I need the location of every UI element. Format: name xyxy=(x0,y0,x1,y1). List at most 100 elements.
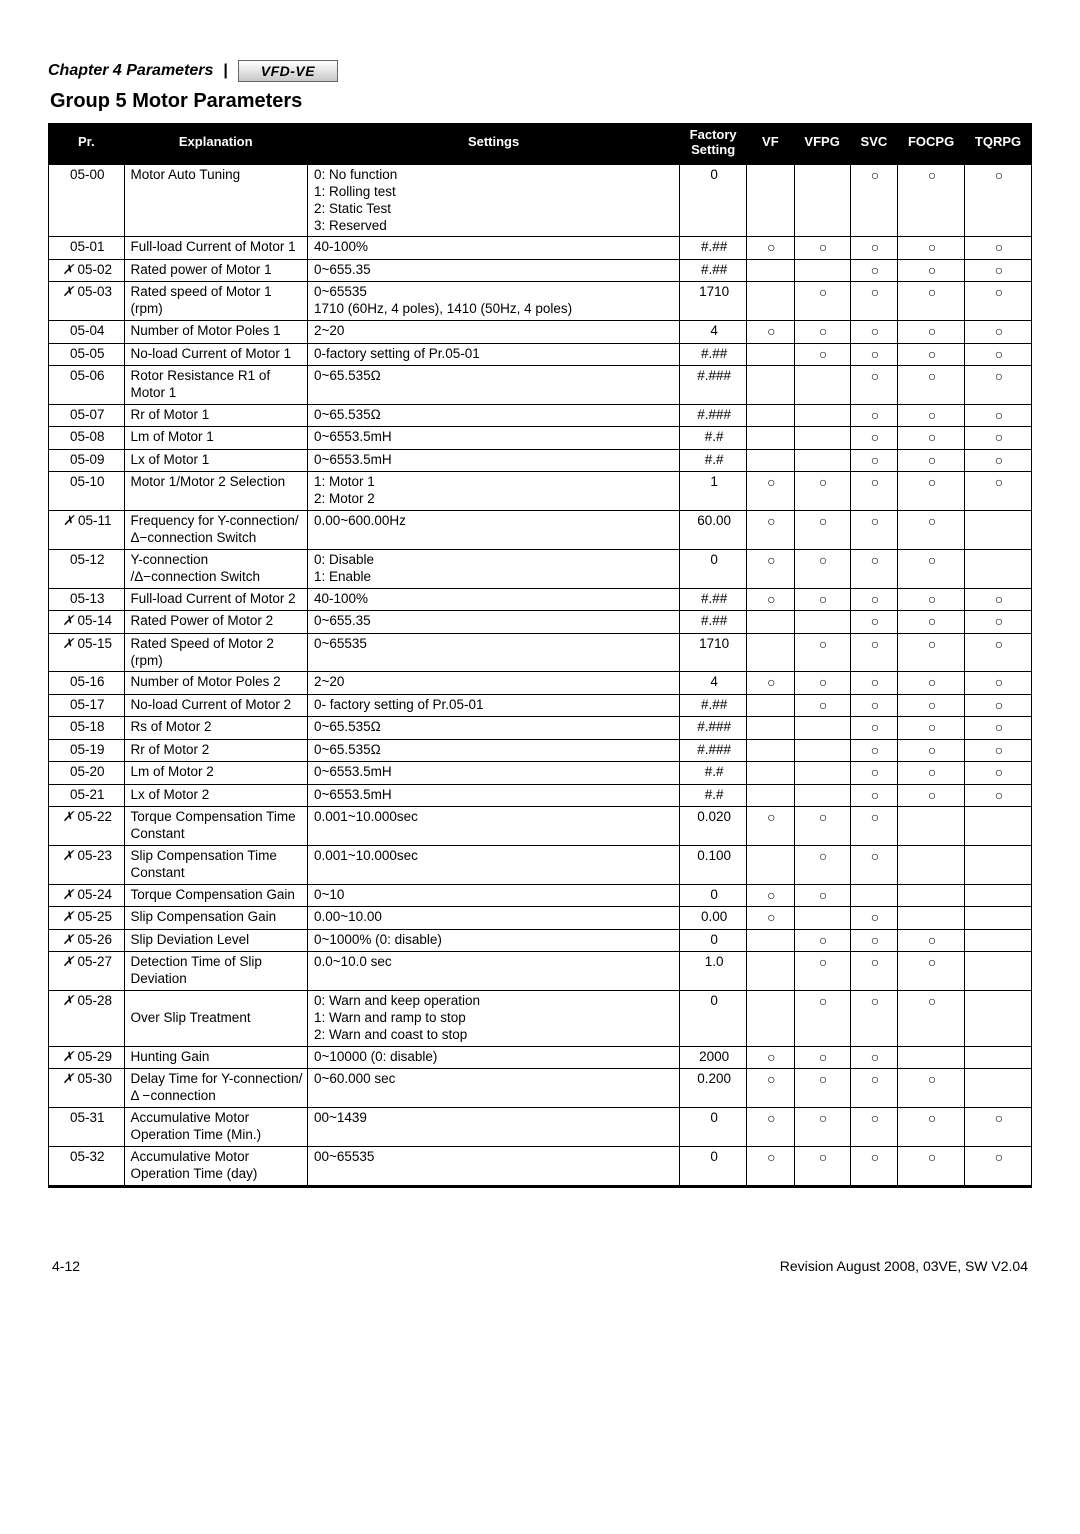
col-tqrpg: TQRPG xyxy=(965,124,1032,164)
cell-svc: ○ xyxy=(850,846,897,885)
cell-svc: ○ xyxy=(850,694,897,717)
cell-vf xyxy=(747,163,794,237)
cell-factory-setting: #.### xyxy=(680,404,747,427)
cell-vf xyxy=(747,991,794,1047)
cell-explanation: Lx of Motor 2 xyxy=(124,784,307,807)
col-vf: VF xyxy=(747,124,794,164)
cell-settings: 0~65.535Ω xyxy=(307,366,679,405)
cell-focpg: ○ xyxy=(898,784,965,807)
cell-factory-setting: #.### xyxy=(680,366,747,405)
cell-settings: 0-factory setting of Pr.05-01 xyxy=(307,343,679,366)
cell-settings: 0~10 xyxy=(307,884,679,907)
cell-tqrpg xyxy=(965,907,1032,930)
cell-vf: ○ xyxy=(747,672,794,695)
cell-explanation: Number of Motor Poles 2 xyxy=(124,672,307,695)
cell-tqrpg xyxy=(965,884,1032,907)
cell-vf xyxy=(747,611,794,634)
cell-vfpg xyxy=(794,427,850,450)
cell-tqrpg: ○ xyxy=(965,672,1032,695)
cell-vf xyxy=(747,282,794,321)
cell-factory-setting: 0.020 xyxy=(680,807,747,846)
table-row: 05-32Accumulative Motor Operation Time (… xyxy=(49,1146,1032,1186)
cell-vf: ○ xyxy=(747,1046,794,1069)
cell-factory-setting: 0 xyxy=(680,549,747,588)
cell-focpg xyxy=(898,807,965,846)
runtime-icon: ✗ xyxy=(62,809,73,824)
cell-vf: ○ xyxy=(747,1146,794,1186)
cell-focpg: ○ xyxy=(898,511,965,550)
cell-explanation: Rated power of Motor 1 xyxy=(124,259,307,282)
cell-svc: ○ xyxy=(850,717,897,740)
cell-explanation: Over Slip Treatment xyxy=(124,991,307,1047)
cell-vf: ○ xyxy=(747,321,794,344)
cell-vfpg: ○ xyxy=(794,321,850,344)
cell-explanation: Accumulative Motor Operation Time (Min.) xyxy=(124,1108,307,1147)
cell-focpg: ○ xyxy=(898,588,965,611)
cell-svc: ○ xyxy=(850,511,897,550)
cell-pr: 05-00 xyxy=(49,163,125,237)
cell-factory-setting: 60.00 xyxy=(680,511,747,550)
cell-explanation: Lm of Motor 2 xyxy=(124,762,307,785)
cell-pr: ✗ 05-28 xyxy=(49,991,125,1047)
cell-settings: 0~65.535Ω xyxy=(307,717,679,740)
cell-settings: 1: Motor 1 2: Motor 2 xyxy=(307,472,679,511)
cell-explanation: Slip Compensation Gain xyxy=(124,907,307,930)
cell-vfpg: ○ xyxy=(794,588,850,611)
table-header-row: Pr. Explanation Settings Factory Setting… xyxy=(49,124,1032,164)
table-row: ✗ 05-02Rated power of Motor 10~655.35#.#… xyxy=(49,259,1032,282)
cell-explanation: Rated speed of Motor 1 (rpm) xyxy=(124,282,307,321)
cell-vfpg: ○ xyxy=(794,884,850,907)
cell-explanation: Rr of Motor 2 xyxy=(124,739,307,762)
cell-pr: 05-10 xyxy=(49,472,125,511)
table-row: 05-07Rr of Motor 10~65.535Ω#.###○○○ xyxy=(49,404,1032,427)
cell-svc: ○ xyxy=(850,163,897,237)
cell-tqrpg: ○ xyxy=(965,611,1032,634)
cell-vf xyxy=(747,259,794,282)
cell-focpg: ○ xyxy=(898,1069,965,1108)
cell-vf xyxy=(747,449,794,472)
col-settings: Settings xyxy=(307,124,679,164)
cell-tqrpg xyxy=(965,991,1032,1047)
cell-focpg: ○ xyxy=(898,549,965,588)
table-row: 05-08Lm of Motor 10~6553.5mH#.#○○○ xyxy=(49,427,1032,450)
cell-tqrpg xyxy=(965,1069,1032,1108)
cell-vf xyxy=(747,694,794,717)
cell-vfpg xyxy=(794,449,850,472)
runtime-icon: ✗ xyxy=(63,513,74,528)
cell-factory-setting: 1.0 xyxy=(680,952,747,991)
cell-vfpg: ○ xyxy=(794,549,850,588)
cell-vfpg: ○ xyxy=(794,1069,850,1108)
table-row: 05-19Rr of Motor 20~65.535Ω#.###○○○ xyxy=(49,739,1032,762)
cell-explanation: Full-load Current of Motor 1 xyxy=(124,237,307,260)
runtime-icon: ✗ xyxy=(62,932,73,947)
cell-vfpg xyxy=(794,404,850,427)
cell-factory-setting: #.### xyxy=(680,739,747,762)
cell-focpg: ○ xyxy=(898,717,965,740)
page-footer: 4-12 Revision August 2008, 03VE, SW V2.0… xyxy=(48,1258,1032,1274)
cell-explanation: Accumulative Motor Operation Time (day) xyxy=(124,1146,307,1186)
col-vfpg: VFPG xyxy=(794,124,850,164)
cell-settings: 0~655.35 xyxy=(307,259,679,282)
cell-pr: 05-09 xyxy=(49,449,125,472)
cell-factory-setting: 0 xyxy=(680,884,747,907)
cell-factory-setting: 0 xyxy=(680,991,747,1047)
cell-tqrpg: ○ xyxy=(965,784,1032,807)
table-row: 05-12Y-connection /Δ−connection Switch0:… xyxy=(49,549,1032,588)
cell-focpg: ○ xyxy=(898,929,965,952)
cell-factory-setting: 0 xyxy=(680,163,747,237)
cell-pr: 05-21 xyxy=(49,784,125,807)
cell-pr: 05-06 xyxy=(49,366,125,405)
cell-focpg: ○ xyxy=(898,237,965,260)
cell-vf: ○ xyxy=(747,1069,794,1108)
table-row: ✗ 05-14Rated Power of Motor 20~655.35#.#… xyxy=(49,611,1032,634)
table-row: ✗ 05-26Slip Deviation Level0~1000% (0: d… xyxy=(49,929,1032,952)
cell-settings: 0~60.000 sec xyxy=(307,1069,679,1108)
cell-vfpg: ○ xyxy=(794,472,850,511)
cell-vfpg xyxy=(794,163,850,237)
cell-tqrpg: ○ xyxy=(965,717,1032,740)
cell-settings: 0.001~10.000sec xyxy=(307,807,679,846)
runtime-icon: ✗ xyxy=(62,954,73,969)
cell-vfpg: ○ xyxy=(794,343,850,366)
cell-vf xyxy=(747,404,794,427)
cell-vfpg: ○ xyxy=(794,672,850,695)
